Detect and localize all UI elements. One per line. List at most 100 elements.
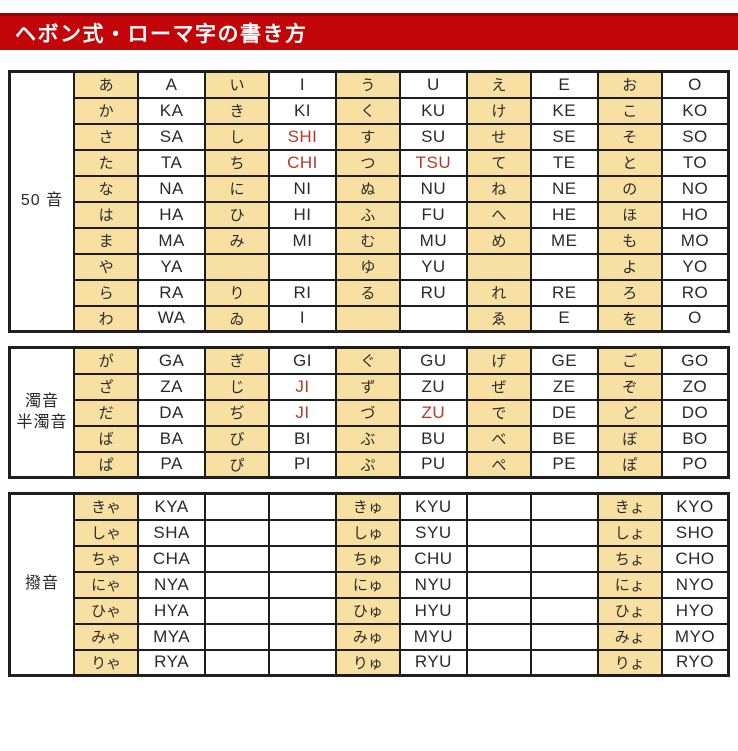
kana-cell: ぜ — [465, 372, 533, 401]
romaji-cell: SHI — [268, 122, 337, 151]
kana-cell: ざ — [72, 372, 140, 401]
romaji-cell: NYA — [137, 570, 206, 599]
romaji-cell: NE — [530, 174, 599, 203]
kana-cell: しょ — [596, 518, 663, 547]
romaji-cell: O — [660, 304, 730, 333]
kana-cell: し — [203, 122, 271, 151]
kana-cell: ふ — [334, 200, 402, 229]
kana-cell: も — [596, 226, 663, 255]
romaji-cell: MO — [660, 226, 730, 255]
romaji-cell: A — [137, 70, 206, 99]
romaji-cell: KI — [268, 96, 337, 125]
romaji-cell: BI — [268, 424, 337, 453]
romaji-cell: TA — [137, 148, 206, 177]
kana-cell — [465, 596, 533, 625]
table-row: た TA ち CHI つ TSU て TE と TO — [10, 148, 730, 177]
kana-cell: お — [596, 70, 663, 99]
kana-cell: きゃ — [72, 492, 140, 521]
kana-cell: り — [203, 278, 271, 307]
romaji-cell: TSU — [399, 148, 468, 177]
romaji-cell: DO — [660, 398, 730, 427]
romaji-cell: RO — [660, 278, 730, 307]
table-row: ぱ PA ぴ PI ぷ PU ぺ PE ぽ PO — [10, 450, 730, 479]
romaji-cell — [399, 304, 468, 333]
kana-cell: べ — [465, 424, 533, 453]
romaji-cell: HYU — [399, 596, 468, 625]
kana-cell: ご — [596, 346, 663, 375]
table-label-gojuon: 50 音 — [8, 70, 75, 333]
table-gojuon: 50 音あ A い I う U え E お O か KA き KI く KU け KE こ KO さ SA し SHI す SU せ… — [8, 70, 730, 333]
romaji-cell: YA — [137, 252, 206, 281]
kana-cell: ひ — [203, 200, 271, 229]
romaji-cell — [530, 544, 599, 573]
kana-cell: な — [72, 174, 140, 203]
table-row: 撥音 きゃ KYA きゅ KYU きょ KYO — [8, 492, 730, 677]
kana-cell: だ — [72, 398, 140, 427]
romaji-cell: ZU — [399, 398, 468, 427]
romaji-cell: MYA — [137, 622, 206, 651]
romaji-cell: YO — [660, 252, 730, 281]
romaji-cell: MI — [268, 226, 337, 255]
kana-cell: む — [334, 226, 402, 255]
romaji-cell: HE — [530, 200, 599, 229]
romaji-cell: RYO — [660, 648, 730, 677]
romaji-cell: E — [530, 70, 599, 99]
table-row: ちゃ CHA ちゅ CHU ちょ CHO — [10, 544, 730, 573]
romaji-cell: CHU — [399, 544, 468, 573]
romaji-cell: HO — [660, 200, 730, 229]
romaji-cell: YU — [399, 252, 468, 281]
romaji-cell: NU — [399, 174, 468, 203]
romaji-cell: SA — [137, 122, 206, 151]
romaji-cell — [268, 570, 337, 599]
kana-cell: ぢ — [203, 398, 271, 427]
romaji-cell: RI — [268, 278, 337, 307]
kana-cell: け — [465, 96, 533, 125]
kana-cell: つ — [334, 148, 402, 177]
kana-cell: ゑ — [465, 304, 533, 333]
romaji-cell: RYU — [399, 648, 468, 677]
kana-cell: ず — [334, 372, 402, 401]
romaji-cell: WA — [137, 304, 206, 333]
table-row: ひゃ HYA ひゅ HYU ひょ HYO — [10, 596, 730, 625]
romaji-cell — [268, 622, 337, 651]
romaji-cell: GO — [660, 346, 730, 375]
kana-cell: た — [72, 148, 140, 177]
romaji-cell: BU — [399, 424, 468, 453]
romaji-cell: BO — [660, 424, 730, 453]
kana-cell: ちょ — [596, 544, 663, 573]
kana-cell: せ — [465, 122, 533, 151]
kana-cell: ば — [72, 424, 140, 453]
kana-cell: ね — [465, 174, 533, 203]
kana-cell: く — [334, 96, 402, 125]
kana-cell — [203, 622, 271, 651]
kana-cell: みょ — [596, 622, 663, 651]
kana-cell: え — [465, 70, 533, 99]
kana-cell: ぴ — [203, 450, 271, 479]
table-label-dakuon-handakuon: 濁音 半濁音 — [8, 346, 75, 479]
romaji-cell: ZA — [137, 372, 206, 401]
romaji-cell: FU — [399, 200, 468, 229]
romaji-cell: KU — [399, 96, 468, 125]
table-row: みゃ MYA みゅ MYU みょ MYO — [10, 622, 730, 651]
kana-cell: ぬ — [334, 174, 402, 203]
kana-cell — [465, 570, 533, 599]
kana-cell: ちゃ — [72, 544, 140, 573]
kana-cell: ち — [203, 148, 271, 177]
kana-cell: と — [596, 148, 663, 177]
kana-cell: ろ — [596, 278, 663, 307]
romaji-cell: SE — [530, 122, 599, 151]
romaji-cell: RE — [530, 278, 599, 307]
table-row: わ WA ゐ I ゑ E を O — [10, 304, 730, 333]
kana-cell: にゅ — [334, 570, 402, 599]
romaji-cell: MYU — [399, 622, 468, 651]
kana-cell: が — [72, 346, 140, 375]
romaji-cell: MU — [399, 226, 468, 255]
kana-cell: そ — [596, 122, 663, 151]
romaji-cell: JI — [268, 372, 337, 401]
romaji-cell: PA — [137, 450, 206, 479]
kana-cell: ひゃ — [72, 596, 140, 625]
table-row: な NA に NI ぬ NU ね NE の NO — [10, 174, 730, 203]
kana-cell: ま — [72, 226, 140, 255]
romaji-cell: BA — [137, 424, 206, 453]
